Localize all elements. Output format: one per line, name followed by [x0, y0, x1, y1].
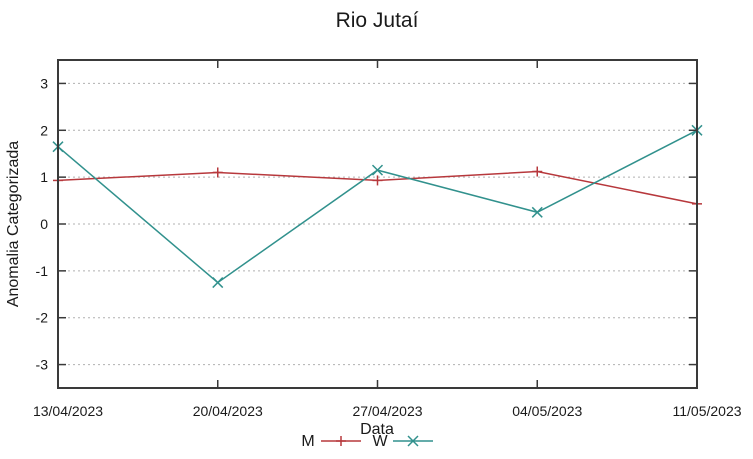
x-tick-label: 27/04/2023 [352, 403, 422, 419]
y-tick-label: 0 [40, 216, 48, 232]
x-axis-label: Data [360, 421, 394, 438]
series-layer [52, 124, 703, 289]
series-W-line [57, 129, 698, 284]
series-W [52, 124, 703, 289]
series-W-marker [212, 277, 224, 289]
y-tick-label: -3 [36, 357, 49, 373]
x-tick-label: 13/04/2023 [33, 403, 103, 419]
axis-layer: -3 -2 -1 0 1 2 3 13/04/2023 20/04/2023 27/04/2023… [33, 59, 742, 419]
x-tick-label: 04/05/2023 [512, 403, 582, 419]
grid-layer [58, 82, 697, 366]
legend-label-M: M [301, 433, 314, 450]
series-W-marker [371, 164, 384, 176]
legend-marker-W [407, 435, 419, 447]
y-tick-label: -2 [36, 310, 49, 326]
series-M [53, 166, 702, 209]
y-axis-label: Anomalia Categorizada [5, 141, 22, 307]
series-W-marker [531, 206, 543, 218]
x-tick-label: 11/05/2023 [672, 403, 741, 419]
legend-label-W: W [372, 433, 388, 450]
y-tick-label: -1 [36, 263, 49, 279]
y-tick-label: 1 [40, 169, 48, 185]
y-tick-label: 3 [40, 75, 48, 91]
x-tick-label: 20/04/2023 [193, 403, 263, 419]
y-tick-label: 2 [40, 122, 48, 138]
chart-title: Rio Jutaí [336, 9, 419, 32]
